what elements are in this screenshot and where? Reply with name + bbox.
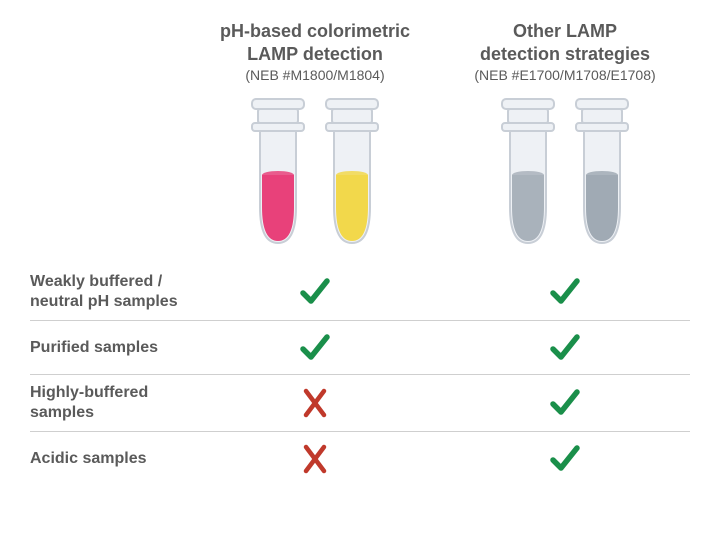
row-label: Purified samples: [30, 330, 190, 366]
mark-check: [440, 386, 690, 420]
tube-icon: [320, 97, 384, 247]
check-icon: [298, 275, 332, 309]
infographic-container: pH-based colorimetricLAMP detection(NEB …: [30, 20, 690, 486]
column-headers: pH-based colorimetricLAMP detection(NEB …: [190, 20, 690, 83]
tube-icon: [246, 97, 310, 247]
column-subtitle: (NEB #E1700/M1708/E1708): [440, 67, 690, 83]
cross-icon: [300, 386, 330, 420]
tubes-row: [190, 97, 690, 252]
tube-pair-0: [190, 97, 440, 252]
tube: [570, 97, 634, 252]
mark-check: [190, 275, 440, 309]
check-icon: [548, 275, 582, 309]
check-icon: [548, 442, 582, 476]
mark-check: [440, 331, 690, 365]
mark-cross: [190, 442, 440, 476]
comparison-rows: Weakly buffered /neutral pH samples Puri…: [30, 264, 690, 486]
check-icon: [298, 331, 332, 365]
table-row: Weakly buffered /neutral pH samples: [30, 264, 690, 321]
mark-cross: [190, 386, 440, 420]
tube: [496, 97, 560, 252]
mark-check: [190, 331, 440, 365]
tube-pair-1: [440, 97, 690, 252]
row-label: Acidic samples: [30, 441, 190, 477]
row-label: Highly-bufferedsamples: [30, 375, 190, 431]
table-row: Acidic samples: [30, 432, 690, 486]
column-header-0: pH-based colorimetricLAMP detection (NEB …: [190, 20, 440, 83]
check-icon: [548, 331, 582, 365]
table-row: Highly-bufferedsamples: [30, 375, 690, 432]
column-title: Other LAMPdetection strategies: [440, 20, 690, 65]
tube: [320, 97, 384, 252]
column-title: pH-based colorimetricLAMP detection: [190, 20, 440, 65]
tube-icon: [496, 97, 560, 247]
mark-check: [440, 442, 690, 476]
column-header-1: Other LAMPdetection strategies (NEB #E170…: [440, 20, 690, 83]
column-subtitle: (NEB #M1800/M1804): [190, 67, 440, 83]
mark-check: [440, 275, 690, 309]
row-label: Weakly buffered /neutral pH samples: [30, 264, 190, 320]
tube: [246, 97, 310, 252]
cross-icon: [300, 442, 330, 476]
tube-icon: [570, 97, 634, 247]
check-icon: [548, 386, 582, 420]
table-row: Purified samples: [30, 321, 690, 375]
